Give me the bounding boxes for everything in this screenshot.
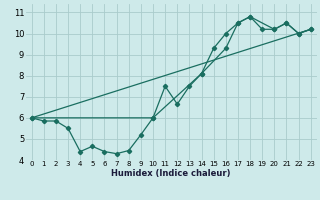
X-axis label: Humidex (Indice chaleur): Humidex (Indice chaleur): [111, 169, 231, 178]
